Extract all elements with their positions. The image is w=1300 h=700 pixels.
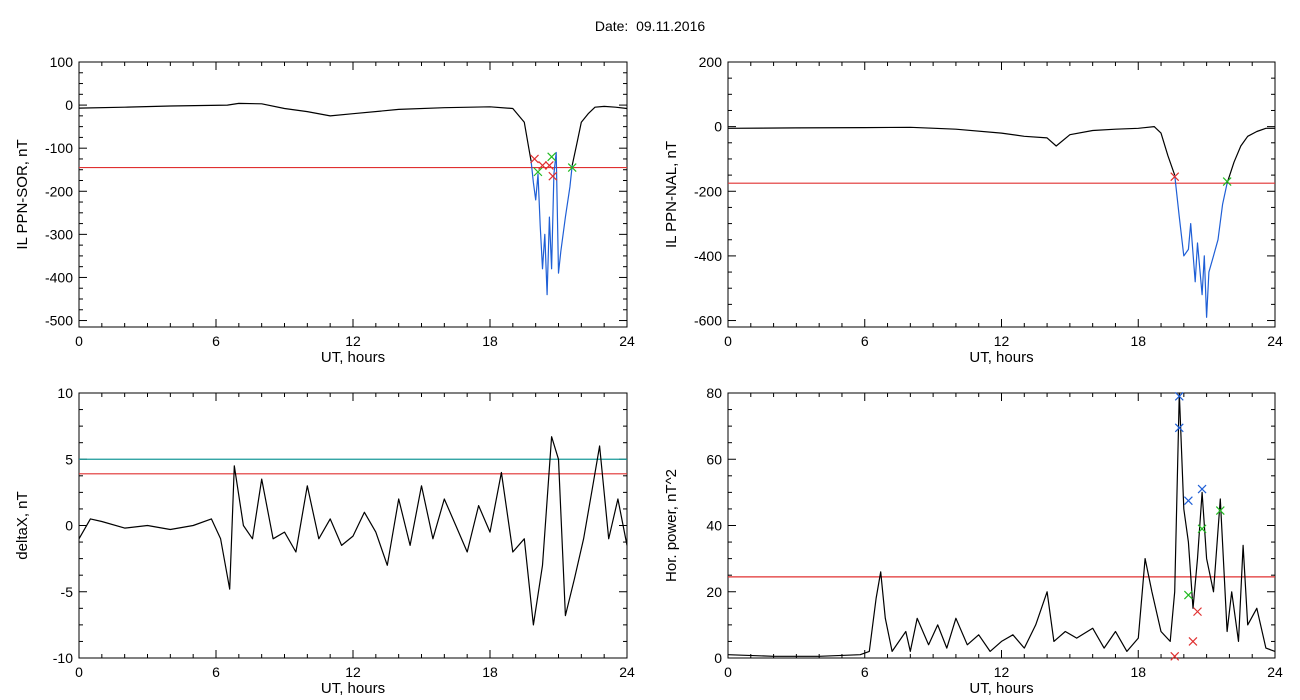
chart-deltax-ytick-label: -10 — [53, 650, 73, 666]
chart-sor-ytick-label: -100 — [45, 140, 73, 156]
chart-nal-xtick-label: 12 — [994, 333, 1010, 349]
chart-sor-marker — [544, 160, 554, 170]
chart-nal-ytick-label: -200 — [694, 183, 722, 199]
chart-sor-xtick-label: 12 — [345, 333, 361, 349]
chart-nal-series-line-1 — [1174, 175, 1228, 318]
chart-sor-xlabel: UT, hours — [321, 349, 385, 366]
date-label: Date: — [594, 18, 629, 34]
chart-sor-xtick-label: 18 — [482, 333, 498, 349]
chart-power-ytick-label: 20 — [706, 584, 722, 600]
chart-sor-frame — [78, 61, 628, 328]
chart-sor-ytick-label: 0 — [65, 97, 73, 113]
chart-power-marker — [1197, 524, 1207, 534]
chart-deltax-xtick-label: 18 — [482, 664, 498, 680]
chart-deltax-ytick-label: -5 — [61, 584, 74, 600]
chart-nal-xtick-label: 18 — [1130, 333, 1146, 349]
chart-sor-marker — [538, 160, 547, 170]
chart-deltax-xtick-label: 6 — [212, 664, 220, 680]
chart-power-marker — [1174, 391, 1184, 401]
chart-power-frame — [727, 392, 1276, 659]
chart-sor-marker — [567, 163, 577, 172]
chart-nal-ytick-label: -400 — [694, 248, 722, 264]
chart-power-marker — [1183, 590, 1193, 600]
chart-power-xtick-label: 18 — [1130, 664, 1146, 680]
date-value: 09.11.2016 — [636, 18, 706, 34]
chart-power-ytick-label: 80 — [706, 385, 722, 401]
chart-power-marker — [1188, 637, 1198, 646]
chart-power-ylabel: Hor. power, nT^2 — [663, 469, 680, 582]
chart-nal-xtick-label: 24 — [1267, 333, 1283, 349]
chart-deltax-xtick-label: 0 — [75, 664, 83, 680]
chart-power-marker — [1193, 607, 1202, 617]
chart-nal-xtick-label: 6 — [861, 333, 869, 349]
chart-sor-marker — [547, 152, 557, 162]
chart-sor-ytick-label: 100 — [50, 54, 74, 70]
chart-power-xtick-label: 6 — [861, 664, 869, 680]
chart-deltax-xlabel: UT, hours — [321, 680, 385, 697]
chart-power-ytick-label: 60 — [706, 451, 722, 467]
chart-sor-ytick-label: -300 — [45, 226, 73, 242]
chart-power-marker — [1197, 484, 1207, 494]
chart-nal-series-line-0 — [727, 126, 1176, 176]
chart-nal-series-line-2 — [1226, 127, 1275, 184]
chart-nal-ylabel: IL PPN-NAL, nT — [663, 141, 680, 248]
chart-sor-series-line-2 — [571, 105, 628, 166]
chart-deltax-ylabel: deltaX, nT — [14, 491, 31, 559]
chart-nal-ytick-label: 0 — [714, 119, 722, 135]
chart-power-marker — [1170, 651, 1180, 661]
chart-nal-ytick-label: 200 — [699, 54, 723, 70]
chart-sor-series-line-0 — [78, 102, 532, 162]
chart-deltax-ytick-label: 0 — [65, 518, 73, 534]
chart-sor-marker — [533, 167, 543, 177]
chart-deltax-xtick-label: 24 — [619, 664, 635, 680]
chart-sor-marker — [530, 154, 539, 164]
chart-nal-marker — [1170, 172, 1180, 182]
chart-power-xtick-label: 24 — [1267, 664, 1283, 680]
chart-sor-ytick-label: -200 — [45, 183, 73, 199]
chart-nal-marker — [1222, 177, 1232, 186]
chart-power-marker — [1183, 496, 1193, 506]
chart-nal-xtick-label: 0 — [724, 333, 732, 349]
chart-sor-ytick-label: -400 — [45, 269, 73, 285]
chart-deltax-ytick-label: 5 — [65, 451, 73, 467]
chart-power-marker — [1215, 506, 1225, 516]
chart-sor-ytick-label: -500 — [45, 313, 73, 329]
chart-sor-ylabel: IL PPN-SOR, nT — [14, 139, 31, 249]
chart-nal-ytick-label: -600 — [694, 313, 722, 329]
chart-sor-series-line-1 — [530, 151, 573, 296]
chart-sor-xtick-label: 6 — [212, 333, 220, 349]
chart-nal-frame — [727, 61, 1276, 328]
chart-sor-xtick-label: 24 — [619, 333, 635, 349]
chart-power-xtick-label: 12 — [994, 664, 1010, 680]
chart-nal-xlabel: UT, hours — [969, 349, 1033, 366]
chart-sor-xtick-label: 0 — [75, 333, 83, 349]
chart-power-xlabel: UT, hours — [969, 680, 1033, 697]
page-title: Date: 09.11.2016 — [0, 18, 1300, 34]
chart-power-ytick-label: 40 — [706, 518, 722, 534]
chart-deltax-ytick-label: 10 — [57, 385, 73, 401]
chart-power-marker — [1174, 423, 1184, 433]
chart-deltax-series-line-0 — [78, 436, 628, 626]
chart-power-xtick-label: 0 — [724, 664, 732, 680]
chart-deltax-xtick-label: 12 — [345, 664, 361, 680]
chart-power-ytick-label: 0 — [714, 650, 722, 666]
chart-power-series-line-0 — [727, 392, 1276, 657]
chart-sor-marker — [548, 171, 558, 181]
